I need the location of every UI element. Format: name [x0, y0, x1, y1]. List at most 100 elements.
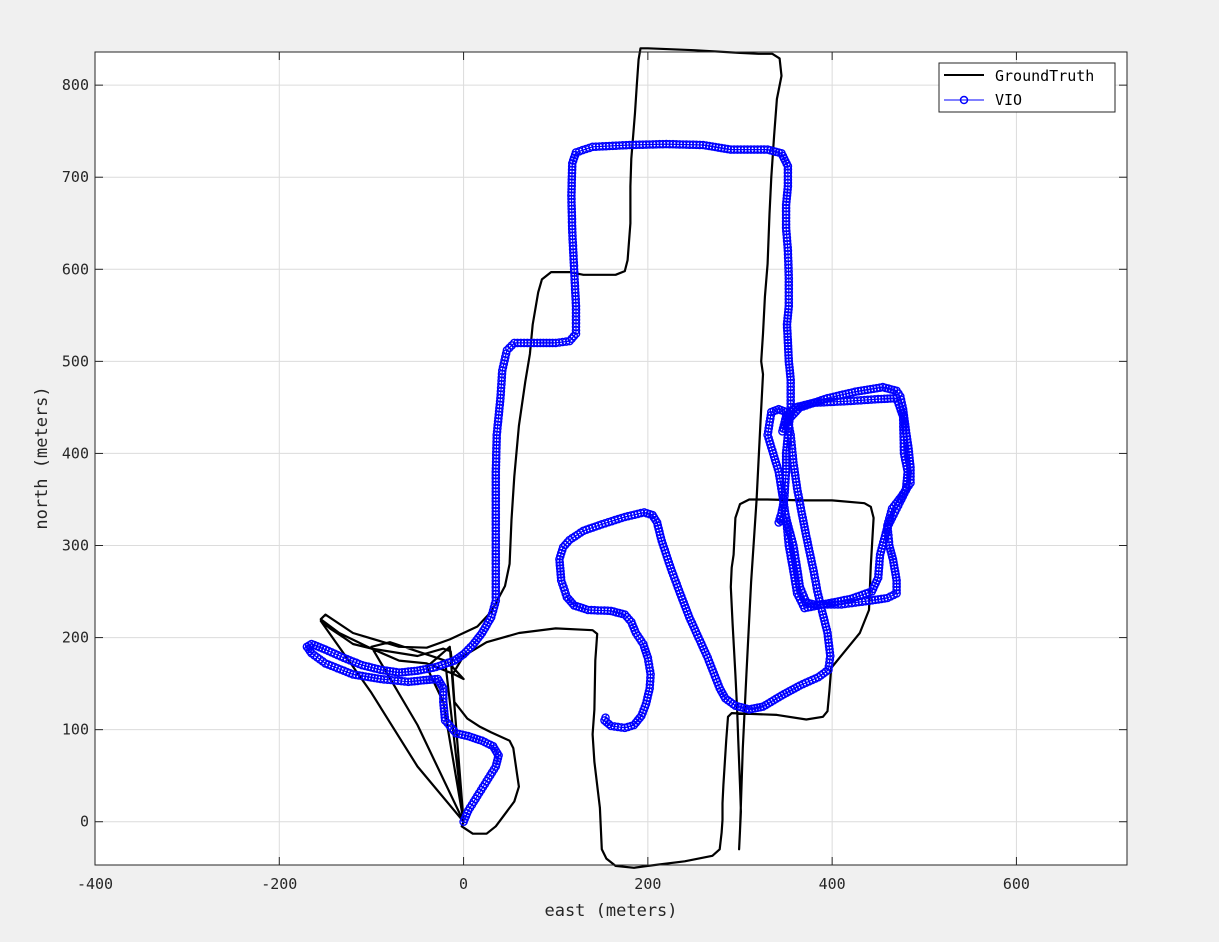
x-tick-label: 600: [1003, 875, 1030, 893]
grid: [94, 52, 1127, 865]
vio-point-marker: [567, 188, 576, 197]
vio-point-marker: [860, 385, 869, 395]
vio-point-marker: [565, 535, 574, 545]
vio-point-marker: [555, 561, 565, 570]
vio-point-marker: [783, 185, 792, 194]
vio-point-marker: [790, 464, 799, 474]
vio-point-marker: [698, 140, 708, 150]
vio-point-marker: [403, 667, 413, 676]
vio-point-marker: [440, 713, 450, 722]
vio-point-marker: [556, 570, 566, 579]
vio-point-marker: [720, 144, 729, 153]
vio-point-marker: [422, 664, 432, 674]
vio-point-marker: [407, 667, 416, 676]
vio-point-marker: [899, 449, 909, 458]
vio-point-marker: [873, 394, 883, 404]
vio-point-marker: [545, 338, 554, 348]
vio-point-marker: [367, 673, 376, 682]
vio-point-marker: [792, 589, 802, 598]
axes-box: [94, 51, 1128, 866]
vio-point-marker: [533, 338, 542, 348]
vio-point-marker: [900, 452, 909, 461]
vio-point-marker: [803, 603, 812, 612]
vio-point-marker: [563, 538, 572, 547]
vio-point-marker: [491, 474, 501, 483]
vio-point-marker: [556, 573, 566, 582]
vio-point-marker: [782, 323, 792, 332]
vio-point-marker: [416, 676, 425, 685]
vio-point-marker: [760, 145, 769, 154]
y-tick-label: 500: [62, 352, 89, 370]
vio-point-marker: [863, 385, 872, 395]
vio-point-marker: [892, 579, 901, 589]
vio-point-marker: [427, 675, 437, 684]
legend-label-vio: VIO: [995, 91, 1022, 109]
vio-point-marker: [782, 446, 791, 455]
vio-point-marker: [784, 301, 794, 311]
ticks: -400 -200 0 200 400 600 0 100 200 300 400 500 600 700…: [62, 52, 1127, 893]
vio-point-marker: [555, 555, 564, 564]
vio-point-marker: [445, 721, 454, 730]
vio-point-marker: [783, 341, 793, 351]
vio-point-marker: [883, 394, 892, 404]
vio-point-marker: [783, 326, 792, 336]
vio-point-marker: [900, 416, 910, 426]
vio-point-marker: [394, 668, 404, 677]
vio-point-marker: [791, 579, 800, 589]
vio-point-marker: [834, 597, 843, 606]
vio-point-marker: [783, 317, 792, 326]
vio-point-marker: [903, 467, 913, 477]
vio-point-marker: [890, 564, 899, 573]
vio-point-marker: [783, 344, 793, 354]
vio-point-marker: [504, 343, 514, 353]
vio-point-marker: [373, 674, 382, 683]
vio-point-marker: [410, 676, 419, 686]
vio-point-marker: [874, 570, 883, 579]
vio-point-marker: [425, 664, 435, 673]
vio-point-marker: [449, 726, 459, 736]
vio-point-marker: [891, 570, 900, 579]
vio-point-marker: [567, 178, 577, 187]
vio-point-marker: [891, 573, 901, 582]
vio-point-marker: [567, 334, 577, 344]
vio-point-marker: [903, 441, 913, 451]
vio-point-marker: [902, 473, 912, 483]
vio-point-marker: [622, 612, 632, 622]
vio-point-marker: [902, 479, 911, 489]
vio-point-marker: [463, 645, 473, 654]
vio-point-marker: [567, 191, 576, 200]
vio-point-marker: [711, 142, 720, 152]
vio-point-marker: [370, 673, 379, 683]
vio-point-marker: [413, 666, 422, 676]
x-tick-label: 200: [634, 875, 661, 893]
vio-point-marker: [892, 582, 901, 592]
vio-point-marker: [388, 667, 398, 676]
vio-point-marker: [903, 470, 912, 480]
vio-point-marker: [784, 350, 793, 360]
vio-point-marker: [783, 314, 792, 323]
vio-point-marker: [783, 335, 793, 345]
vio-point-marker: [869, 384, 878, 394]
vio-point-marker: [837, 596, 846, 606]
vio-point-marker: [491, 500, 501, 510]
vio-point-marker: [798, 513, 808, 523]
vio-point-marker: [801, 528, 811, 538]
vio-point-marker: [360, 672, 370, 681]
vio-point-marker: [459, 649, 468, 659]
vio-point-marker: [433, 674, 443, 684]
legend-marker-vio: [959, 95, 969, 105]
vio-point-marker: [784, 347, 793, 357]
vio-point-marker: [783, 338, 793, 348]
series-layer: [302, 47, 915, 869]
vio-point-marker: [899, 445, 909, 455]
vio-point-marker: [783, 182, 793, 191]
y-tick-label: 600: [62, 260, 89, 278]
series-line-groundtruth: [319, 47, 875, 869]
vio-point-marker: [785, 369, 795, 378]
y-tick-label: 700: [62, 168, 89, 186]
vio-point-marker: [364, 672, 373, 682]
vio-point-marker: [536, 338, 545, 348]
vio-point-marker: [376, 674, 385, 684]
vio-point-marker: [904, 447, 914, 457]
vio-point-marker: [784, 357, 794, 366]
